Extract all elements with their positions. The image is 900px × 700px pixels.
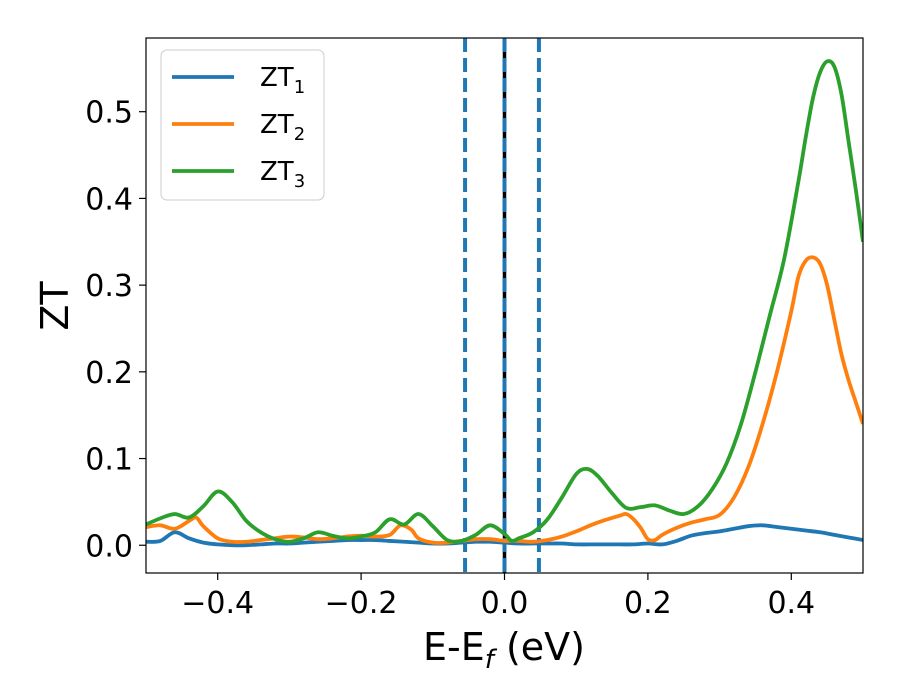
x-tick-label: 0.2 xyxy=(624,586,672,621)
series-line-3 xyxy=(146,59,863,544)
y-tick-label: 0.1 xyxy=(85,443,133,478)
y-tick-label: 0.4 xyxy=(85,182,133,217)
legend-label-3: ZT3 xyxy=(260,157,305,192)
legend-label-2: ZT2 xyxy=(260,110,305,145)
y-tick-label: 0.3 xyxy=(85,269,133,304)
y-tick-label: 0.5 xyxy=(85,96,133,131)
legend: ZT1 ZT2 ZT3 xyxy=(160,49,325,201)
x-axis-ticks: −0.4 −0.2 0.0 0.2 0.4 xyxy=(181,573,815,621)
y-tick-label: 0.2 xyxy=(85,356,133,391)
y-axis-label: ZT xyxy=(33,281,77,331)
x-axis-label: E-Ef (eV) xyxy=(423,625,585,675)
x-axis-label-unit: (eV) xyxy=(494,625,585,669)
x-tick-label: 0.4 xyxy=(767,586,815,621)
x-tick-label: 0.0 xyxy=(481,586,529,621)
legend-box xyxy=(160,49,325,201)
y-axis-ticks: 0.0 0.1 0.2 0.3 0.4 0.5 xyxy=(85,96,146,564)
legend-label-1: ZT1 xyxy=(260,63,305,98)
x-tick-label: −0.4 xyxy=(181,586,254,621)
y-tick-label: 0.0 xyxy=(85,529,133,564)
vertical-lines xyxy=(463,38,541,573)
series-lines xyxy=(146,59,863,548)
x-axis-label-main: E-E xyxy=(423,625,485,669)
x-tick-label: −0.2 xyxy=(325,586,398,621)
